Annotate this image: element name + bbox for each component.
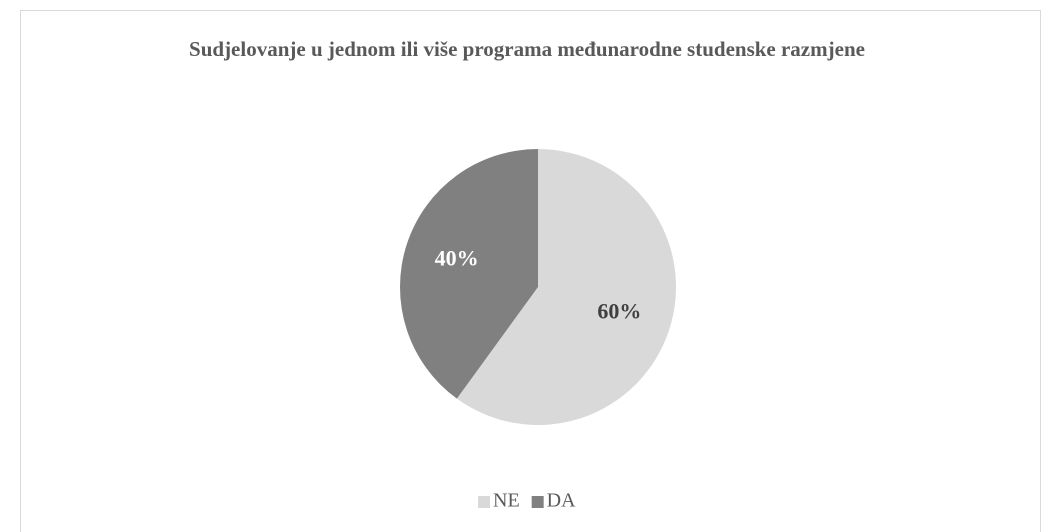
chart-title: Sudjelovanje u jednom ili više programa … xyxy=(189,37,865,61)
legend-swatch xyxy=(531,496,544,508)
legend-label: NE xyxy=(493,490,520,512)
data-label: 40% xyxy=(435,246,479,271)
pie-slice xyxy=(456,149,677,425)
legend-label: DA xyxy=(547,490,576,512)
legend-swatch xyxy=(478,496,490,508)
data-label: 60% xyxy=(597,298,641,323)
pie-slice xyxy=(400,149,538,399)
